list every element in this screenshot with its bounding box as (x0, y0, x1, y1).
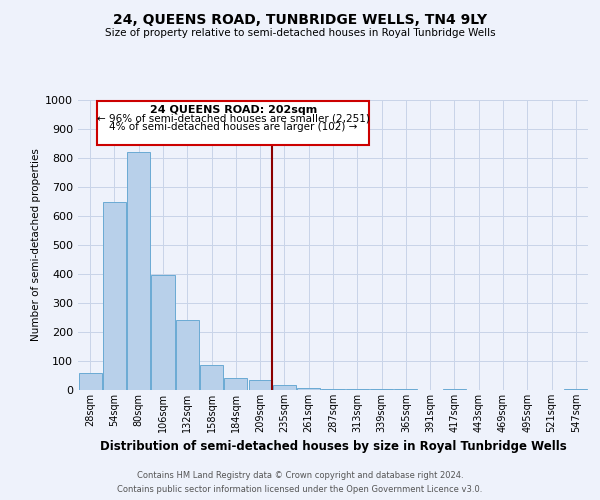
Bar (248, 380, 272, 390)
Bar (200, 366, 223, 390)
Bar (346, 389, 369, 390)
Bar (394, 388, 418, 390)
Bar (103, 202, 126, 390)
Bar (565, 389, 587, 390)
Y-axis label: Number of semi-detached properties: Number of semi-detached properties (31, 148, 41, 342)
Bar (273, 385, 296, 390)
Bar (322, 388, 344, 390)
Bar (127, 152, 150, 390)
Bar (176, 320, 199, 390)
Text: 24 QUEENS ROAD: 202sqm: 24 QUEENS ROAD: 202sqm (150, 105, 317, 115)
Text: Contains HM Land Registry data © Crown copyright and database right 2024.: Contains HM Land Registry data © Crown c… (137, 472, 463, 480)
Bar (224, 378, 247, 390)
Bar (79, 374, 101, 390)
Text: 24, QUEENS ROAD, TUNBRIDGE WELLS, TN4 9LY: 24, QUEENS ROAD, TUNBRIDGE WELLS, TN4 9L… (113, 12, 487, 26)
Text: 4% of semi-detached houses are larger (102) →: 4% of semi-detached houses are larger (1… (109, 122, 358, 132)
X-axis label: Distribution of semi-detached houses by size in Royal Tunbridge Wells: Distribution of semi-detached houses by … (100, 440, 566, 454)
Text: Size of property relative to semi-detached houses in Royal Tunbridge Wells: Size of property relative to semi-detach… (104, 28, 496, 38)
Bar (151, 275, 175, 390)
FancyBboxPatch shape (97, 100, 370, 145)
Text: ← 96% of semi-detached houses are smaller (2,251): ← 96% of semi-detached houses are smalle… (97, 114, 370, 124)
Bar (297, 388, 320, 390)
Text: Contains public sector information licensed under the Open Government Licence v3: Contains public sector information licen… (118, 486, 482, 494)
